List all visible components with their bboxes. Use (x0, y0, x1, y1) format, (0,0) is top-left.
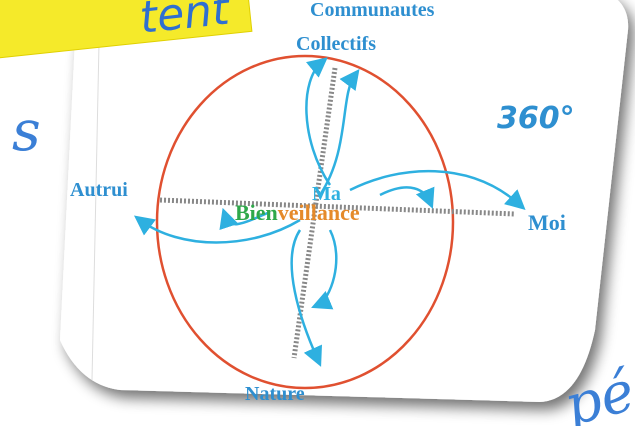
label: Bienveillance (235, 200, 360, 225)
label: Communautes (310, 0, 435, 21)
fragment: s (12, 99, 41, 164)
label: 360° (497, 101, 575, 136)
label: Moi (528, 210, 566, 235)
diagram: tent s pé Communautes Collectifs 360° Au… (0, 0, 635, 426)
label: veillance (278, 200, 360, 225)
label: Autrui (70, 179, 128, 201)
label: Collectifs (296, 33, 376, 55)
label: Nature (245, 383, 305, 405)
label: Bien (235, 200, 278, 225)
